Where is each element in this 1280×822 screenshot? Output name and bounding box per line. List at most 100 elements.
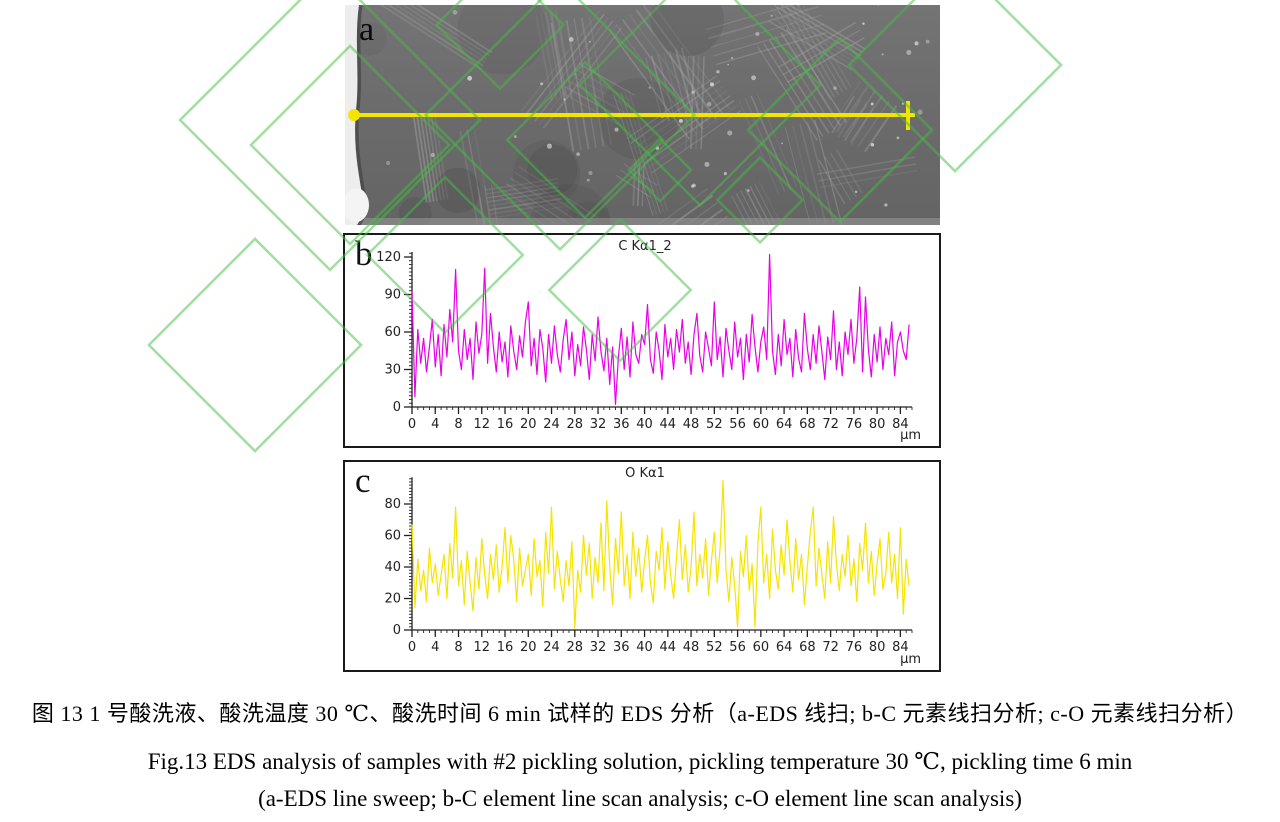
x-tick-label: 12 — [473, 640, 490, 655]
x-tick-label: 20 — [520, 417, 537, 432]
x-tick-label: 80 — [869, 640, 886, 655]
y-tick-label: 120 — [376, 250, 401, 265]
bright-speck — [573, 73, 576, 76]
bright-speck — [901, 102, 904, 105]
bright-speck — [691, 90, 696, 95]
bright-speck — [914, 41, 919, 46]
bright-speck — [781, 142, 783, 145]
bright-speck — [691, 184, 695, 188]
carbon-linescan-panel: C Kα1_2 b 0 30 60 90 120 0 4 8 12 16 20 24 28 32 36 40 4… — [343, 233, 941, 448]
bright-speck — [452, 10, 458, 15]
bright-speck — [706, 101, 712, 107]
x-tick-label: 72 — [822, 417, 839, 432]
bright-speck — [755, 31, 760, 37]
bright-speck — [751, 75, 757, 81]
bright-speck — [467, 75, 473, 81]
x-tick-label: 44 — [660, 417, 677, 432]
bright-speck — [430, 152, 435, 158]
bright-speck — [589, 40, 591, 43]
x-tick-label: 68 — [799, 640, 816, 655]
y-tick-label: 60 — [384, 529, 401, 544]
bright-speck — [704, 161, 710, 167]
bright-speck — [727, 130, 733, 136]
watermark-diamond — [147, 237, 363, 453]
sem-image-panel: a — [345, 5, 940, 225]
x-tick-label: 12 — [473, 417, 490, 432]
x-tick-label: 36 — [613, 640, 630, 655]
bright-speck — [730, 57, 734, 60]
bright-speck — [870, 142, 875, 147]
x-tick-label: 16 — [497, 640, 514, 655]
x-tick-label: 24 — [543, 640, 560, 655]
x-tick-label: 32 — [590, 640, 607, 655]
caption-english-line2: (a-EDS line sweep; b-C element line scan… — [258, 786, 1022, 811]
x-tick-label: 84 — [892, 640, 909, 655]
x-tick-label: 64 — [776, 640, 793, 655]
bright-speck — [917, 109, 923, 115]
x-tick-label: 72 — [822, 640, 839, 655]
bright-speck — [906, 49, 912, 55]
bright-speck — [833, 86, 837, 90]
oxygen-signal-line — [411, 479, 910, 629]
bright-speck — [716, 70, 720, 74]
y-tick-label: 0 — [393, 400, 401, 415]
bright-speck — [563, 98, 566, 101]
bright-speck — [540, 82, 543, 86]
bright-speck — [770, 14, 773, 17]
x-tick-label: 0 — [408, 417, 416, 432]
bright-speck — [870, 102, 874, 106]
x-tick-label: 52 — [706, 640, 723, 655]
x-tick-label: 52 — [706, 417, 723, 432]
bright-speck — [747, 189, 750, 192]
bright-speck — [925, 39, 930, 44]
caption-english-line1: Fig.13 EDS analysis of samples with #2 p… — [147, 749, 1133, 774]
bright-speck — [854, 190, 858, 194]
y-tick-label: 20 — [384, 592, 401, 607]
x-tick-label: 40 — [636, 417, 653, 432]
bright-speck — [588, 170, 593, 176]
x-tick-label: 4 — [431, 417, 439, 432]
dark-patch — [527, 144, 578, 196]
x-tick-label: 16 — [497, 417, 514, 432]
x-tick-label: 24 — [543, 417, 560, 432]
x-tick-label: 40 — [636, 640, 653, 655]
x-tick-label: 80 — [869, 417, 886, 432]
x-tick-label: 48 — [683, 640, 700, 655]
x-tick-label: 48 — [683, 417, 700, 432]
bright-speck — [723, 172, 727, 176]
panel-c-label: c — [355, 461, 371, 500]
bright-speck — [568, 37, 574, 42]
x-tick-label: 20 — [520, 640, 537, 655]
x-tick-label: 36 — [613, 417, 630, 432]
chart-b-unit: μm — [900, 428, 921, 443]
x-tick-label: 60 — [753, 417, 770, 432]
y-tick-label: 0 — [393, 623, 401, 638]
x-tick-label: 76 — [846, 640, 863, 655]
bright-speck — [386, 161, 390, 165]
bright-speck — [862, 22, 865, 25]
x-tick-label: 4 — [431, 640, 439, 655]
bright-speck — [710, 82, 714, 87]
x-tick-label: 8 — [454, 417, 462, 432]
dark-patch — [597, 78, 679, 160]
dark-patch — [435, 167, 481, 214]
bright-speck — [727, 63, 730, 66]
y-tick-label: 90 — [384, 288, 401, 303]
x-tick-label: 28 — [567, 640, 584, 655]
x-tick-label: 56 — [729, 640, 746, 655]
x-tick-label: 60 — [753, 640, 770, 655]
x-tick-label: 76 — [846, 417, 863, 432]
y-tick-label: 60 — [384, 325, 401, 340]
sem-bottom-band — [345, 218, 940, 225]
x-tick-label: 32 — [590, 417, 607, 432]
bright-speck — [881, 53, 884, 56]
oxygen-linescan-panel: O Kα1 c 0 20 40 60 80 0 4 8 12 16 20 24 28 32 36 40 44 48… — [343, 460, 941, 672]
lath-streak — [699, 208, 724, 225]
y-tick-label: 30 — [384, 363, 401, 378]
x-tick-label: 64 — [776, 417, 793, 432]
x-tick-label: 8 — [454, 640, 462, 655]
y-tick-label: 80 — [384, 497, 401, 512]
